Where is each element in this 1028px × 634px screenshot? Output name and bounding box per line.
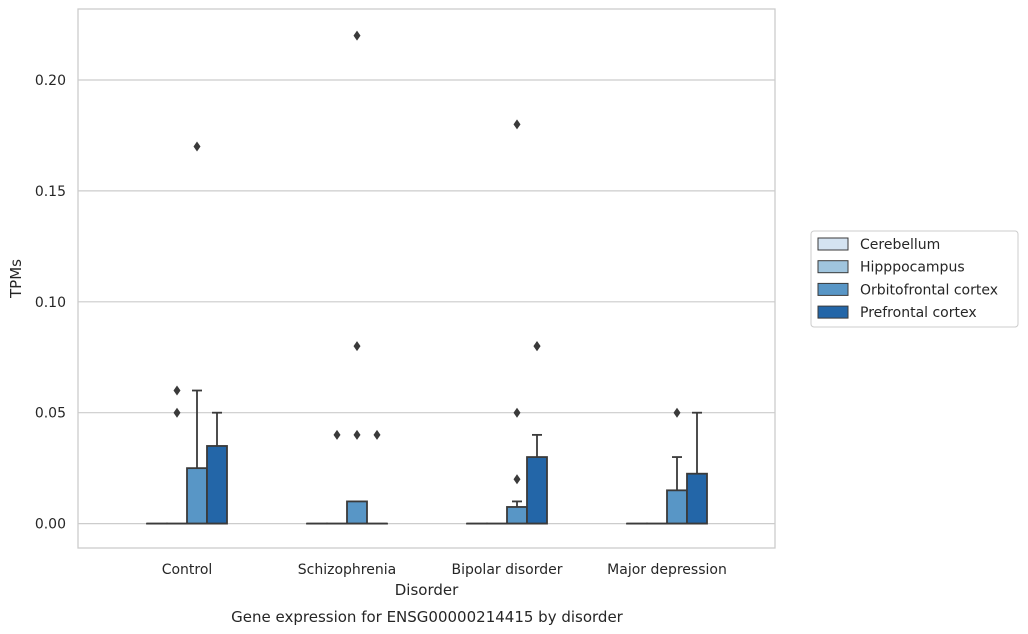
box-orbitofrontal-cortex <box>506 119 528 525</box>
plot-frame <box>77 8 776 549</box>
x-tick-label: Control <box>162 562 213 578</box>
outlier-point <box>173 385 181 396</box>
legend-label: Cerebellum <box>860 237 940 253</box>
y-tick-label: 0.15 <box>35 184 66 200</box>
outlier-point <box>333 429 341 440</box>
box-prefrontal-cortex <box>686 411 708 525</box>
box-body <box>186 467 208 525</box>
outlier-point <box>513 119 521 130</box>
outlier-point <box>353 341 361 352</box>
legend-label: Prefrontal cortex <box>860 305 977 321</box>
outlier-point <box>353 429 361 440</box>
chart-caption: Gene expression for ENSG00000214415 by d… <box>231 608 624 626</box>
outlier-point <box>193 141 201 152</box>
box-prefrontal-cortex <box>206 411 228 525</box>
box-body <box>506 506 528 525</box>
legend-swatch <box>817 305 849 319</box>
x-axis-ticks: Control Schizophrenia Bipolar disorder Majo… <box>162 562 727 578</box>
y-tick-label: 0.10 <box>35 295 66 311</box>
legend-swatch <box>817 260 849 274</box>
y-tick-label: 0.05 <box>35 406 66 422</box>
box-body <box>666 489 688 525</box>
box-prefrontal-cortex <box>526 341 548 525</box>
box-body <box>686 472 708 525</box>
x-tick-label: Schizophrenia <box>298 562 396 578</box>
box-orbitofrontal-cortex <box>666 407 688 525</box>
box-orbitofrontal-cortex <box>186 141 208 525</box>
box-body <box>526 456 548 525</box>
x-tick-label: Major depression <box>607 562 727 578</box>
legend-frame <box>810 230 1019 328</box>
outlier-point <box>673 407 681 418</box>
box-hipppocampus <box>326 429 348 525</box>
box-orbitofrontal-cortex <box>346 30 368 525</box>
box-series <box>146 30 708 525</box>
outlier-point <box>353 30 361 41</box>
legend: Cerebellum Hipppocampus Orbitofrontal cort… <box>810 230 1019 328</box>
outlier-point <box>533 341 541 352</box>
grid-lines <box>78 79 775 525</box>
box-body <box>206 445 228 525</box>
legend-label: Orbitofrontal cortex <box>860 282 998 298</box>
y-axis-label: TPMs <box>7 259 25 299</box>
x-tick-label: Bipolar disorder <box>451 562 562 578</box>
box-hipppocampus <box>166 385 188 525</box>
outlier-point <box>173 407 181 418</box>
legend-label: Hipppocampus <box>860 260 965 276</box>
box-body <box>346 500 368 525</box>
legend-swatch <box>817 237 849 251</box>
x-axis-label: Disorder <box>395 581 459 599</box>
legend-swatch <box>817 282 849 296</box>
box-prefrontal-cortex <box>366 429 388 525</box>
y-axis-ticks: 0.00 0.05 0.10 0.15 0.20 <box>35 73 66 533</box>
y-tick-label: 0.20 <box>35 73 66 89</box>
outlier-point <box>513 407 521 418</box>
outlier-point <box>513 474 521 485</box>
y-tick-label: 0.00 <box>35 517 66 533</box>
outlier-point <box>373 429 381 440</box>
